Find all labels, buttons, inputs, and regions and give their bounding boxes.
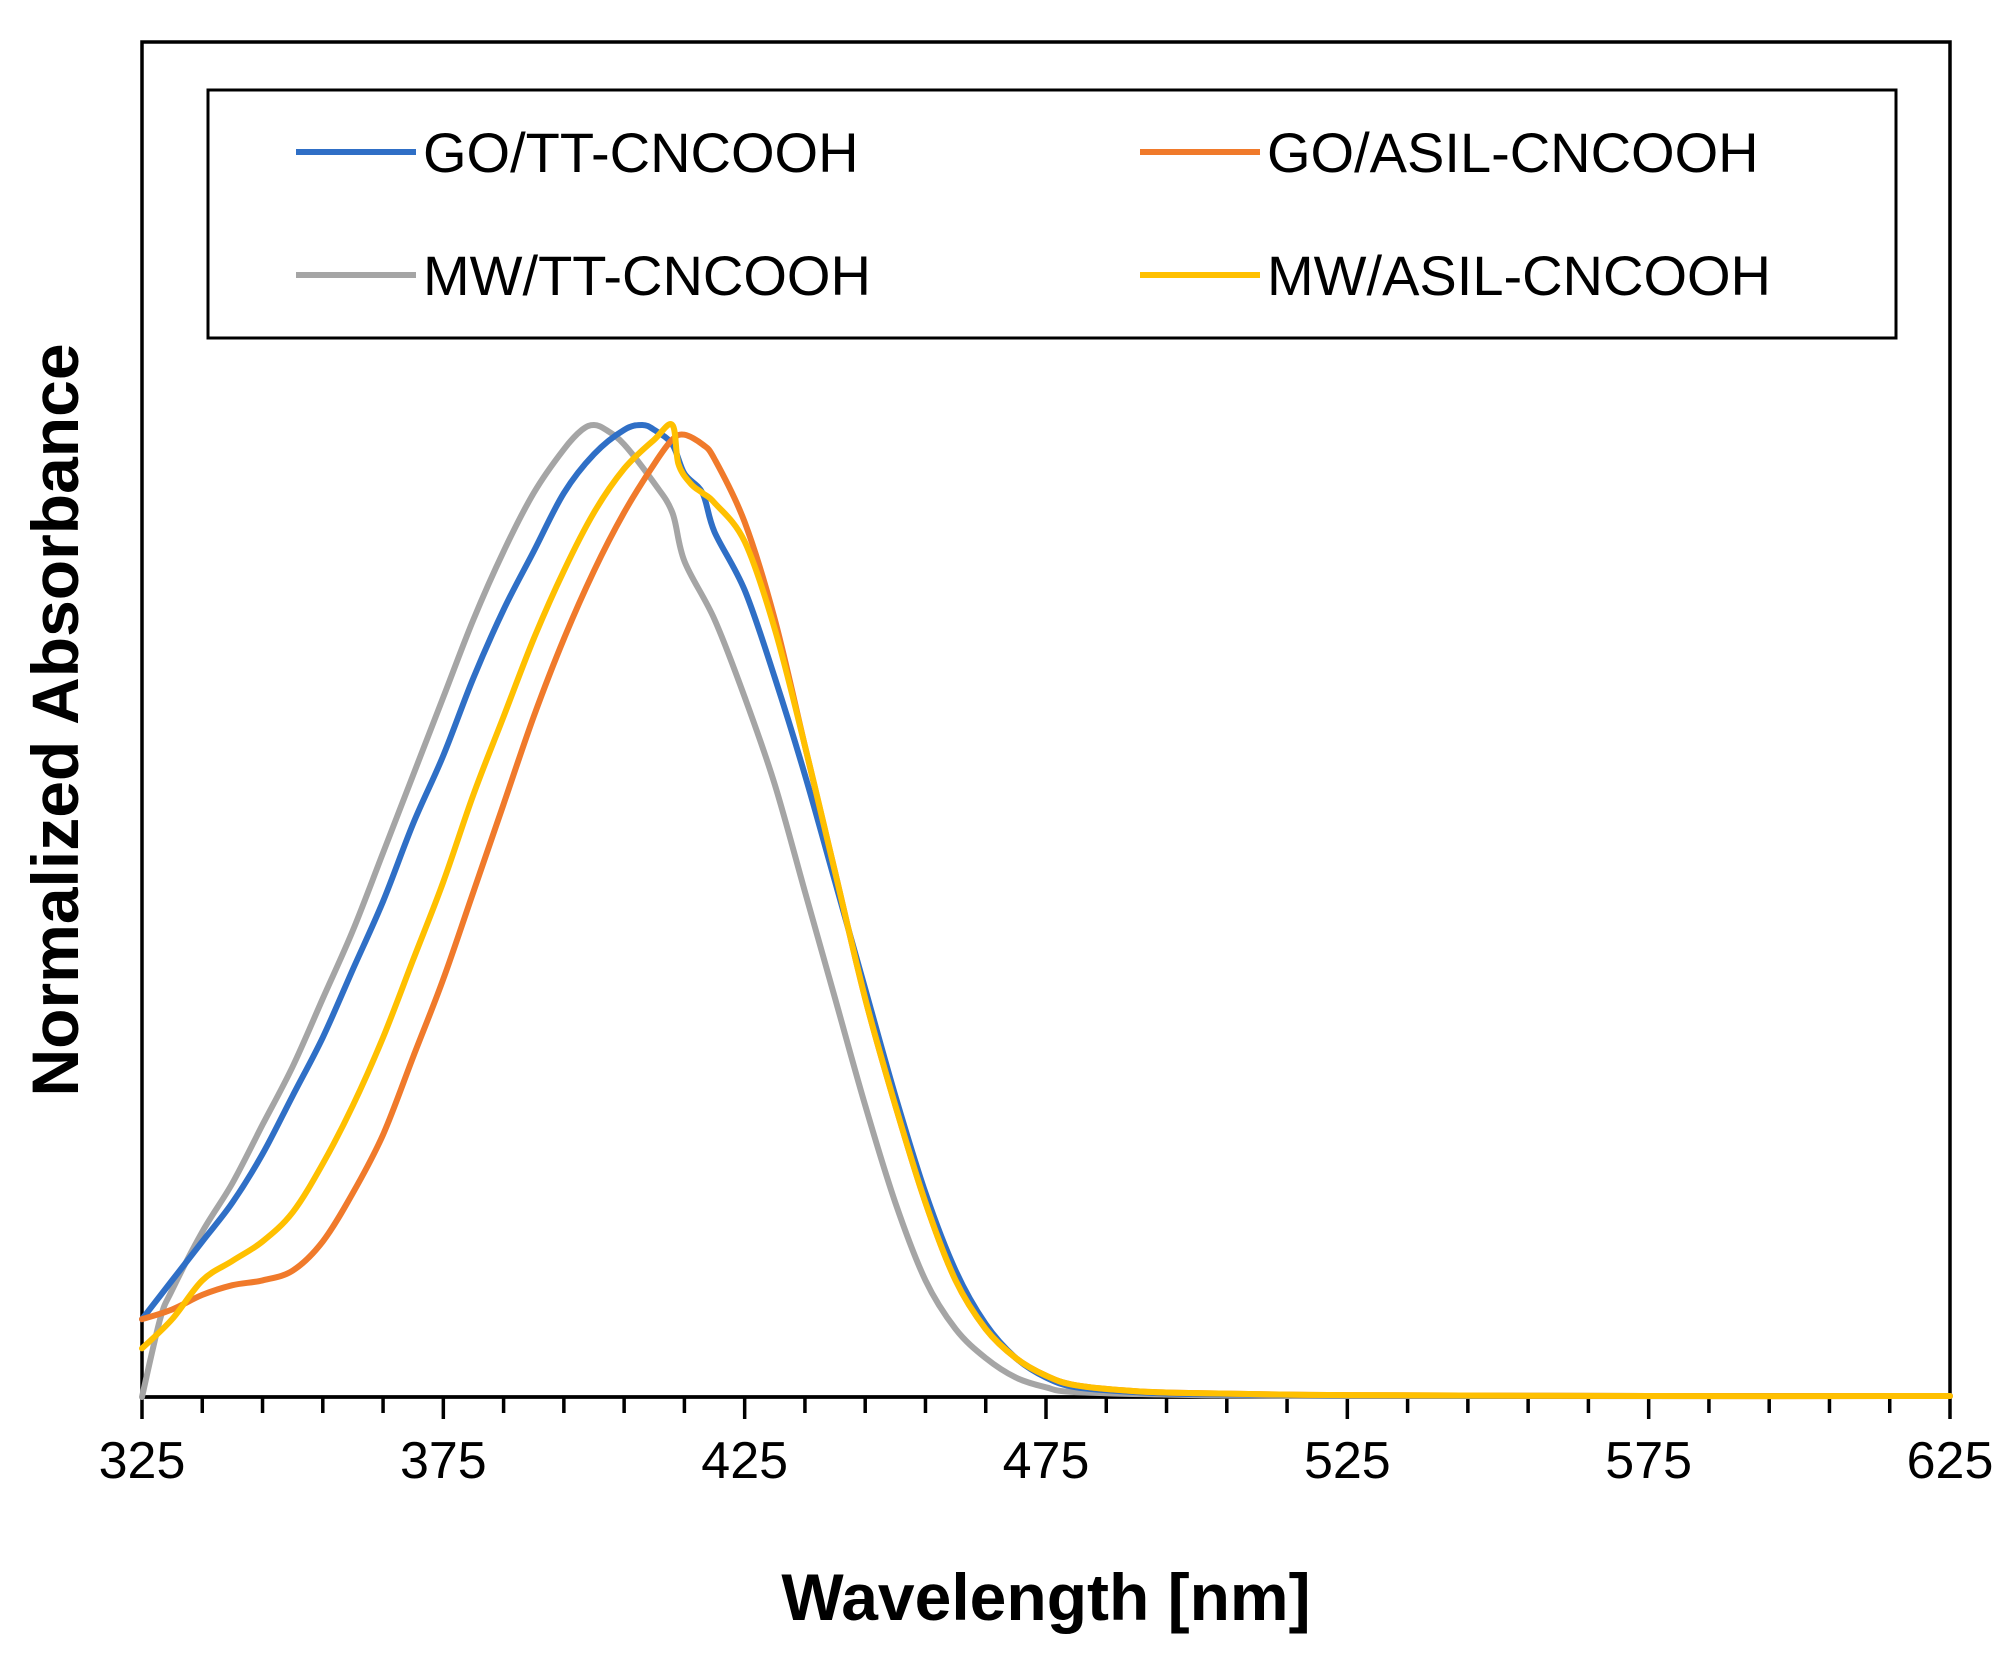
x-tick-label: 425 [701, 1432, 788, 1490]
x-axis-title: Wavelength [nm] [781, 1560, 1310, 1634]
x-tick-label: 575 [1605, 1432, 1692, 1490]
legend-label-mw-asil: MW/ASIL-CNCOOH [1267, 244, 1771, 307]
x-tick-label: 325 [99, 1432, 186, 1490]
x-axis-tick-labels: 325 375 425 475 525 575 625 [99, 1432, 1994, 1490]
series-lines [139, 421, 1953, 1400]
x-tick-label: 525 [1304, 1432, 1391, 1490]
x-tick-label: 625 [1907, 1432, 1994, 1490]
x-axis-ticks [140, 1397, 1952, 1419]
legend-label-mw-tt: MW/TT-CNCOOH [423, 244, 871, 307]
legend: GO/TT-CNCOOH GO/ASIL-CNCOOH MW/TT-CNCOOH… [206, 88, 1898, 340]
series-line-mw-asil-cncooh [139, 421, 1953, 1400]
legend-label-go-tt: GO/TT-CNCOOH [423, 121, 859, 184]
legend-box [206, 88, 1898, 340]
x-tick-label: 475 [1003, 1432, 1090, 1490]
x-tick-label: 375 [400, 1432, 487, 1490]
legend-label-go-asil: GO/ASIL-CNCOOH [1267, 121, 1759, 184]
y-axis-title: Normalized Absorbance [18, 343, 92, 1096]
series-line-mw-tt-cncooh [139, 422, 1953, 1400]
